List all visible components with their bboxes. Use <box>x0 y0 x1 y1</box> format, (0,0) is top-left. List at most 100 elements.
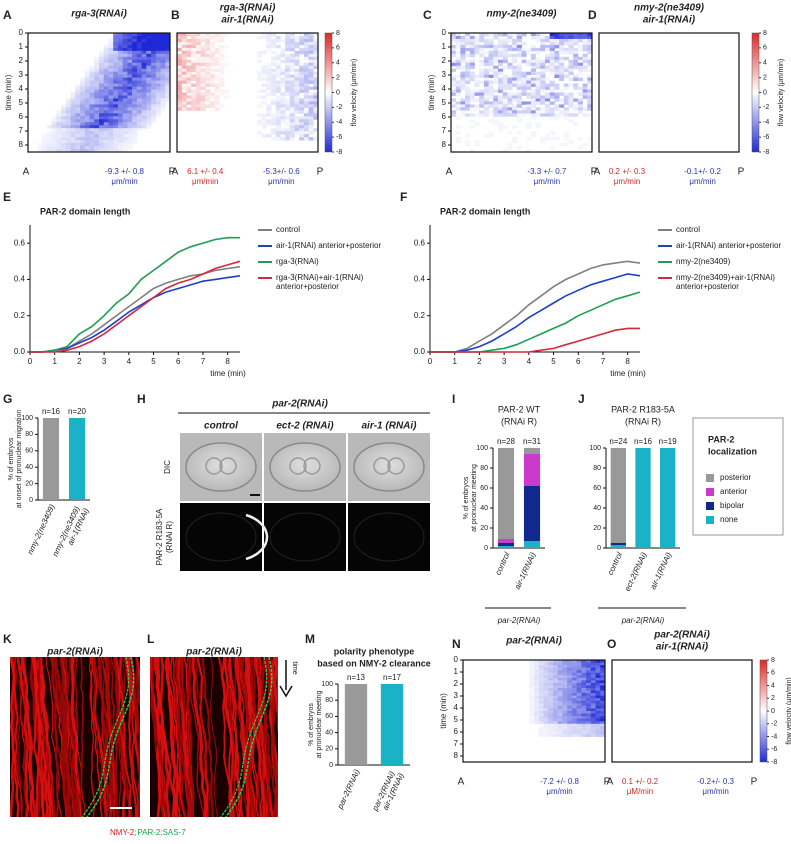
heatmap-cell <box>70 146 76 150</box>
heatmap-cell <box>567 688 573 691</box>
heatmap-cell <box>534 677 540 681</box>
heatmap-cell <box>205 95 211 99</box>
heatmap-cell <box>181 83 187 87</box>
heatmap-cell <box>146 33 152 37</box>
heatmap-cell <box>103 47 109 52</box>
heatmap-cell <box>108 47 114 52</box>
heatmap-cell <box>543 698 549 702</box>
heatmap-cell <box>526 83 532 87</box>
heatmap-cell <box>455 33 461 37</box>
heatmap-cell <box>127 113 133 117</box>
cortical-signal <box>245 513 269 561</box>
heatmap-cell <box>562 682 568 686</box>
panel-letter: J <box>578 392 585 406</box>
colorbar-tick-label: -2 <box>763 104 769 111</box>
heatmap-cell <box>460 68 466 73</box>
myosin-streak <box>110 657 118 817</box>
heatmap-cell <box>559 77 565 81</box>
heatmap-cell <box>538 700 544 704</box>
heatmap-cell <box>455 74 461 79</box>
heatmap-cell <box>117 137 124 141</box>
heatmap-cell <box>479 98 485 102</box>
heatmap-cell <box>600 682 606 686</box>
heatmap-cell <box>209 56 215 61</box>
heatmap-cell <box>313 80 319 84</box>
heatmap-cell <box>573 35 579 40</box>
heatmap-cell <box>160 101 166 105</box>
heatmap-cell <box>590 680 596 684</box>
heatmap-cell <box>113 59 119 64</box>
heatmap-cell <box>554 71 560 76</box>
heatmap-cell <box>488 89 494 93</box>
heatmap-cell <box>127 65 133 70</box>
heatmap-cell <box>122 41 128 46</box>
heatmap-cell <box>581 665 587 669</box>
heatmap-cell <box>526 92 532 96</box>
heatmap-cell <box>141 41 147 46</box>
heatmap-cell <box>516 44 522 49</box>
colorbar-tick-label: -2 <box>771 721 777 728</box>
heatmap-cell <box>117 56 124 61</box>
heatmap-cell <box>460 98 466 102</box>
heatmap-cell <box>529 675 535 679</box>
heatmap-cell <box>289 107 295 111</box>
heatmap-cell <box>141 104 147 108</box>
heatmap-cell <box>186 95 192 99</box>
heatmap-cell <box>280 110 286 114</box>
heatmap-cell <box>483 77 489 81</box>
heatmap-cell <box>498 104 504 108</box>
heatmap-cell <box>545 83 551 87</box>
bar-segment <box>610 448 626 543</box>
heatmap-cell <box>586 667 592 671</box>
heatmap-cell <box>573 65 579 70</box>
heatmap-cell <box>586 660 592 663</box>
heatmap-cell <box>549 83 555 87</box>
heatmap-cell <box>70 95 76 99</box>
heatmap-cell <box>562 723 568 727</box>
heatmap-cell <box>205 77 211 81</box>
heatmap-cell <box>151 38 157 43</box>
heatmap-cell <box>507 92 513 96</box>
heatmap-cell <box>529 695 535 699</box>
heatmap-cell <box>465 68 471 73</box>
heatmap-cell <box>577 47 583 52</box>
heatmap-cell <box>455 41 461 46</box>
heatmap-cell <box>103 62 109 67</box>
heatmap-cell <box>538 682 544 686</box>
heatmap-cell <box>127 44 133 49</box>
heatmap-cell <box>548 693 554 697</box>
heatmap-cell <box>559 71 565 76</box>
heatmap-cell <box>540 47 546 52</box>
heatmap-cell <box>151 62 157 67</box>
heatmap-cell <box>261 89 267 93</box>
heatmap-cell <box>289 74 295 79</box>
heatmap-cell <box>294 98 300 102</box>
heatmap-cell <box>595 695 601 699</box>
heatmap-cell <box>275 116 281 120</box>
heatmap-cell <box>493 59 499 64</box>
heatmap-cell <box>99 101 105 105</box>
heatmap-cell <box>313 50 319 55</box>
heatmap-cell <box>271 86 277 90</box>
heatmap-cell <box>488 47 494 52</box>
y-tick-label: 6 <box>454 727 459 736</box>
heatmap-cell <box>127 86 133 90</box>
heatmap-cell <box>160 41 166 46</box>
heatmap-cell <box>586 677 592 681</box>
heatmap-cell <box>108 71 114 76</box>
heatmap-cell <box>479 74 485 79</box>
heatmap-cell <box>600 728 606 732</box>
heatmap-cell <box>303 98 309 102</box>
heatmap-cell <box>516 86 522 90</box>
heatmap-cell <box>600 670 606 674</box>
heatmap-cell <box>181 95 187 99</box>
heatmap-cell <box>535 38 541 43</box>
heatmap-cell <box>493 50 499 55</box>
heatmap-cell <box>289 47 295 52</box>
heatmap-cell <box>37 146 43 150</box>
heatmap-cell <box>465 47 471 52</box>
myosin-streak <box>186 657 195 817</box>
bar <box>380 684 404 765</box>
heatmap-cell <box>303 104 309 108</box>
heatmap-cell <box>80 77 86 81</box>
